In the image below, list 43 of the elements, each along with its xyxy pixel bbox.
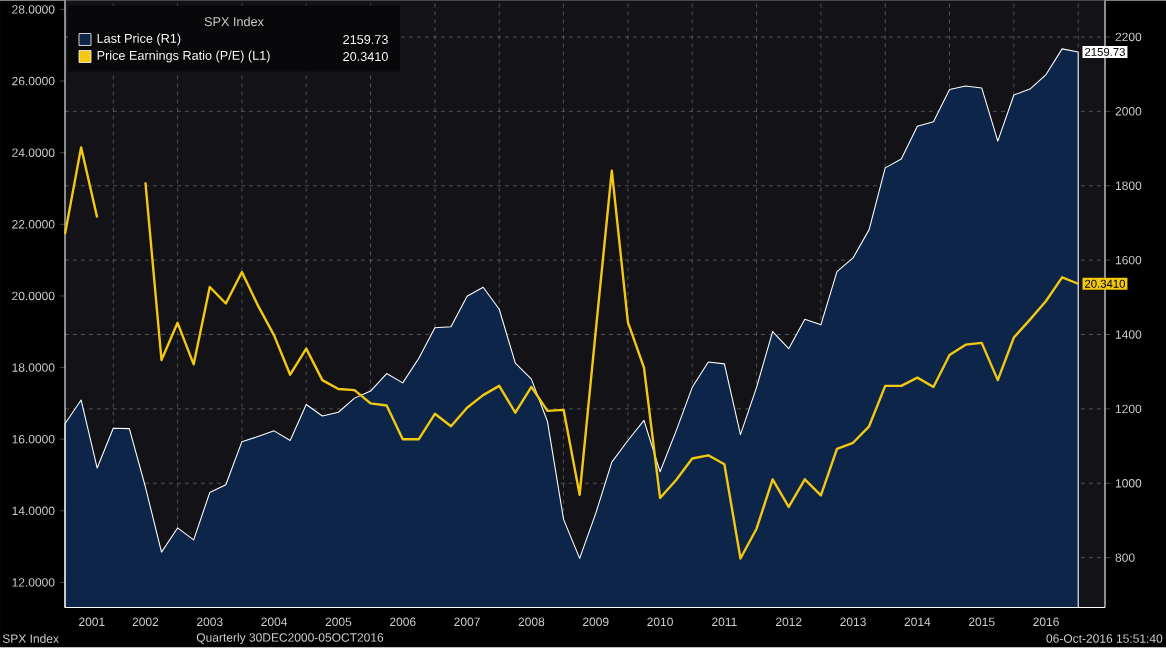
- x-tick-label: 2012: [775, 617, 802, 627]
- x-tick-label: 2016: [1033, 617, 1059, 627]
- x-tick-label: 2013: [840, 617, 866, 627]
- x-tick-label: 2015: [968, 617, 995, 627]
- x-tick-label: 2001: [79, 617, 105, 627]
- x-tick-label: 2007: [454, 617, 480, 627]
- annotation: 2159.73: [343, 35, 388, 45]
- text: 06-Oct-2016 15:51:40: [1046, 634, 1163, 644]
- y-tick-label: 18.0000: [12, 363, 55, 373]
- x-tick-label: 2003: [197, 617, 223, 627]
- y2-tick-label: 1600: [1115, 256, 1142, 265]
- x-tick-label: 2011: [712, 617, 737, 627]
- y2-tick-label: 1800: [1115, 181, 1142, 191]
- y-tick-label: 28.0000: [12, 5, 55, 14]
- y2-tick-label: 2000: [1115, 107, 1142, 116]
- y-tick-label: 12.0000: [12, 578, 55, 587]
- data-label: 20.3410: [1085, 279, 1125, 288]
- data-label: 2159.73: [1085, 48, 1125, 57]
- y2-tick-label: 1000: [1115, 479, 1142, 488]
- x-tick-label: 2009: [582, 617, 609, 627]
- y-tick-label: 22.0000: [12, 220, 55, 229]
- x-tick-label: 2002: [132, 617, 159, 627]
- y-tick-label: 16.0000: [12, 435, 55, 444]
- y2-tick-label: 800: [1115, 553, 1135, 563]
- y2-tick-label: 1400: [1115, 330, 1142, 340]
- annotation: 20.3410: [343, 52, 388, 62]
- y2-tick-label: 2200: [1115, 32, 1142, 42]
- y-tick-label: 26.0000: [12, 77, 55, 86]
- x-tick-label: 2008: [518, 617, 545, 627]
- y-tick-label: 24.0000: [12, 148, 55, 158]
- legend-label: Price Earnings Ratio (P/E) (L1): [97, 50, 270, 63]
- x-tick-label: 2004: [261, 617, 288, 627]
- y2-tick-label: 1200: [1115, 404, 1142, 414]
- legend-title: SPX Index: [204, 17, 264, 27]
- x-tick-label: 2010: [647, 617, 673, 627]
- x-tick-label: 2014: [904, 617, 931, 627]
- legend-label: Last Price (R1): [97, 33, 181, 46]
- x-tick-label: 2006: [390, 617, 416, 627]
- x-tick-label: 2005: [325, 617, 352, 627]
- y-tick-label: 20.0000: [12, 291, 55, 301]
- text: Quarterly 30DEC2000-05OCT2016: [196, 633, 384, 645]
- y-tick-label: 14.0000: [12, 506, 55, 516]
- text: SPX Index: [2, 634, 59, 644]
